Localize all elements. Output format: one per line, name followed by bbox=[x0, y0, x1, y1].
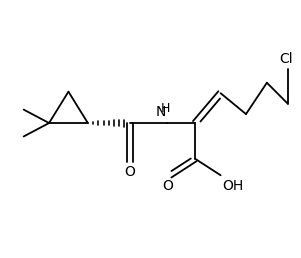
Text: OH: OH bbox=[222, 179, 244, 193]
Text: N: N bbox=[155, 106, 166, 119]
Text: Cl: Cl bbox=[279, 52, 293, 66]
Text: O: O bbox=[124, 165, 135, 179]
Text: H: H bbox=[161, 102, 170, 115]
Text: O: O bbox=[162, 179, 173, 193]
